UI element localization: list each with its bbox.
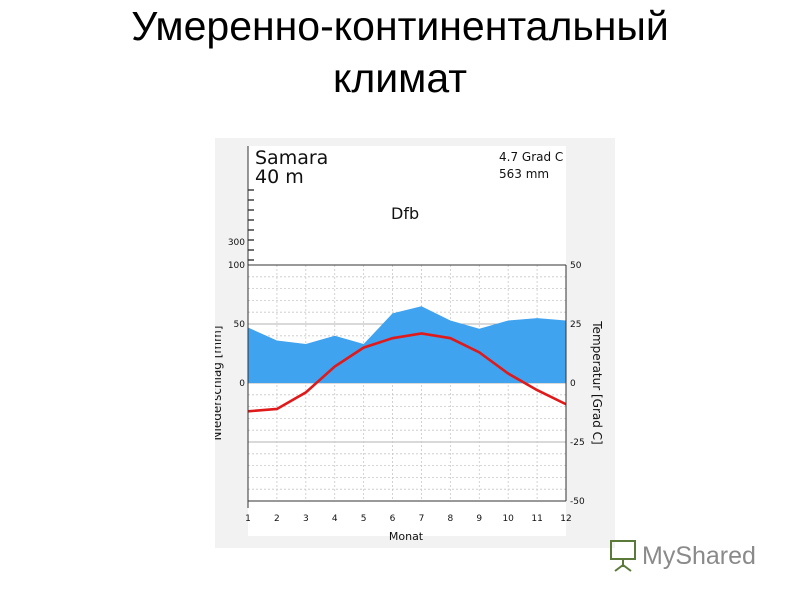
annual-temperature: 4.7 Grad C — [499, 150, 563, 164]
x-tick-label: 2 — [274, 514, 280, 524]
x-tick-label: 9 — [476, 514, 482, 524]
right-tick-label: 50 — [570, 261, 582, 271]
slide-title-line1: Умеренно-континентальный — [131, 3, 669, 49]
x-tick-label: 6 — [390, 514, 396, 524]
x-tick-label: 1 — [245, 514, 251, 524]
x-tick-label: 7 — [419, 514, 425, 524]
chart-axes — [247, 146, 567, 508]
left-tick-label: 0 — [239, 379, 245, 389]
x-axis-label: Monat — [389, 530, 424, 543]
right-tick-label: 0 — [570, 379, 576, 389]
y-axis-label-right: Temperatur [Grad C] — [590, 320, 604, 444]
right-tick-label: -25 — [570, 438, 585, 448]
left-tick-label: 100 — [228, 261, 245, 271]
x-tick-label: 3 — [303, 514, 309, 524]
right-tick-label: 25 — [570, 320, 581, 330]
slide-title: Умеренно-континентальный климат — [0, 0, 800, 104]
x-tick-label: 8 — [447, 514, 453, 524]
x-tick-label: 11 — [531, 514, 542, 524]
station-name: Samara — [255, 147, 328, 169]
slide-title-line2: климат — [332, 55, 468, 101]
x-tick-label: 5 — [361, 514, 367, 524]
annual-precipitation: 563 mm — [499, 167, 549, 181]
station-elevation: 40 m — [255, 166, 304, 188]
myshared-watermark: MyShared — [610, 540, 756, 572]
x-tick-label: 12 — [560, 514, 571, 524]
right-tick-label: -50 — [570, 497, 585, 507]
x-tick-label: 4 — [332, 514, 338, 524]
watermark-text: MyShared — [642, 542, 756, 570]
left-tick-label: 300 — [228, 238, 245, 248]
y-axis-label-left: Niederschlag [mm] — [215, 326, 224, 441]
precipitation-area — [248, 306, 566, 383]
temperature-line — [247, 332, 567, 413]
climate-class: Dfb — [391, 204, 419, 223]
presentation-icon — [610, 540, 636, 572]
x-tick-label: 10 — [502, 514, 514, 524]
left-tick-label: 50 — [234, 320, 246, 330]
